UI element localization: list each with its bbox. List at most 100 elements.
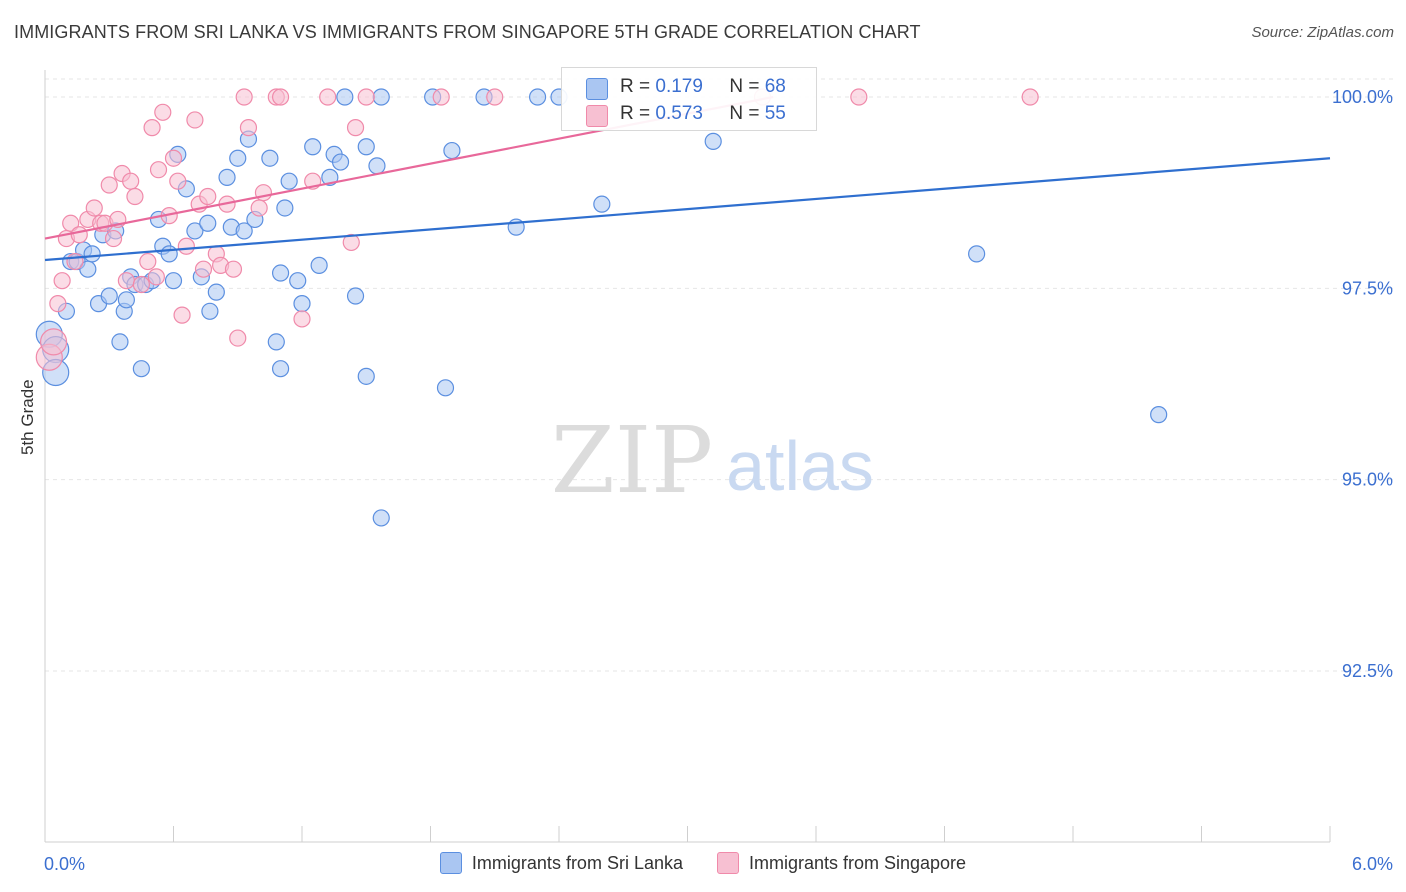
- data-point: [357, 138, 375, 156]
- y-tick-label: 92.5%: [1342, 661, 1393, 681]
- data-point: [443, 141, 461, 160]
- data-point: [66, 252, 84, 271]
- data-point: [346, 287, 365, 305]
- r-value: 0.179: [655, 76, 703, 97]
- data-point: [436, 379, 455, 397]
- x-tick-label: 0.0%: [44, 854, 85, 874]
- data-point: [100, 176, 118, 194]
- data-point: [310, 256, 328, 274]
- grid-lines: [45, 78, 1394, 672]
- data-point: [368, 157, 386, 175]
- data-point: [111, 333, 129, 351]
- legend-label: Immigrants from Singapore: [748, 852, 967, 873]
- data-point: [132, 275, 150, 294]
- data-point: [704, 132, 722, 150]
- data-point: [267, 333, 285, 351]
- watermark-zip: ZIP: [551, 407, 713, 514]
- data-point: [218, 168, 236, 186]
- data-points: [35, 88, 1168, 527]
- bottom-legend: Immigrants from Sri Lanka Immigrants fro…: [0, 852, 1406, 874]
- data-point: [357, 88, 375, 106]
- data-point: [372, 88, 390, 106]
- data-point: [39, 328, 68, 356]
- data-point: [83, 245, 101, 263]
- data-point: [486, 88, 504, 106]
- data-point: [117, 291, 135, 309]
- data-point: [139, 252, 157, 271]
- data-point: [85, 199, 103, 217]
- data-point: [342, 233, 360, 252]
- data-point: [1150, 406, 1168, 424]
- data-point: [199, 214, 217, 232]
- data-point: [432, 88, 450, 106]
- data-point: [372, 509, 390, 527]
- y-tick-label: 95.0%: [1342, 470, 1393, 490]
- data-point: [117, 272, 135, 290]
- data-point: [293, 295, 311, 313]
- r-label: R =: [620, 103, 651, 124]
- y-tick-label: 97.5%: [1342, 278, 1393, 298]
- data-point: [229, 149, 247, 167]
- data-point: [271, 360, 290, 378]
- data-point: [207, 283, 225, 301]
- data-point: [160, 245, 178, 263]
- y-tick-label: 100.0%: [1332, 87, 1393, 107]
- r-value: 0.573: [655, 103, 703, 124]
- sri-lanka-swatch: [586, 78, 608, 100]
- data-point: [229, 329, 247, 347]
- x-tick-label: 6.0%: [1352, 854, 1393, 874]
- data-point: [593, 195, 611, 213]
- data-point: [201, 302, 219, 320]
- legend-swatch-pink: [716, 852, 739, 874]
- data-point: [164, 272, 183, 290]
- data-point: [271, 88, 290, 106]
- legend-swatch-blue: [439, 852, 462, 874]
- tick-labels: 92.5% 95.0% 97.5% 100.0% 0.0% 6.0%: [44, 87, 1393, 874]
- y-axis-label: 5th Grade: [18, 379, 37, 455]
- stats-legend: R = 0.179 N = 68 R = 0.573 N = 55: [561, 67, 817, 131]
- data-point: [53, 272, 71, 290]
- axes: [44, 70, 1331, 843]
- data-point: [239, 119, 258, 137]
- r-label: R =: [620, 76, 651, 97]
- singapore-swatch: [586, 105, 608, 127]
- data-point: [126, 187, 144, 206]
- data-point: [850, 88, 868, 106]
- data-point: [357, 367, 375, 385]
- n-value: 55: [764, 103, 786, 124]
- data-point: [186, 111, 204, 129]
- legend-label: Immigrants from Sri Lanka: [471, 852, 683, 873]
- data-point: [164, 149, 183, 167]
- sri-lanka-trend-line: [44, 157, 1331, 262]
- data-point: [280, 172, 298, 190]
- data-point: [304, 138, 322, 156]
- data-point: [289, 272, 307, 290]
- data-point: [169, 172, 187, 190]
- data-point: [199, 187, 217, 206]
- source-label: Source: ZipAtlas.com: [1251, 24, 1394, 41]
- data-point: [154, 103, 172, 121]
- watermark-atlas: atlas: [726, 427, 874, 505]
- data-point: [177, 237, 195, 255]
- data-point: [149, 161, 168, 179]
- data-point: [235, 222, 253, 240]
- data-point: [104, 229, 123, 248]
- data-point: [62, 214, 80, 232]
- data-point: [194, 260, 213, 278]
- data-point: [261, 149, 279, 167]
- chart-title: IMMIGRANTS FROM SRI LANKA VS IMMIGRANTS …: [14, 22, 921, 42]
- data-point: [132, 360, 150, 378]
- legend-item-singapore: Immigrants from Singapore: [716, 852, 967, 874]
- data-point: [122, 172, 140, 190]
- legend-item-sri-lanka: Immigrants from Sri Lanka: [439, 852, 683, 874]
- data-point: [224, 260, 243, 278]
- data-point: [336, 88, 354, 106]
- data-point: [235, 88, 253, 106]
- data-point: [70, 226, 88, 244]
- data-point: [968, 245, 986, 263]
- n-label: N =: [729, 103, 760, 124]
- data-point: [100, 287, 118, 305]
- data-point: [528, 88, 547, 106]
- data-point: [186, 222, 204, 240]
- data-point: [346, 119, 365, 137]
